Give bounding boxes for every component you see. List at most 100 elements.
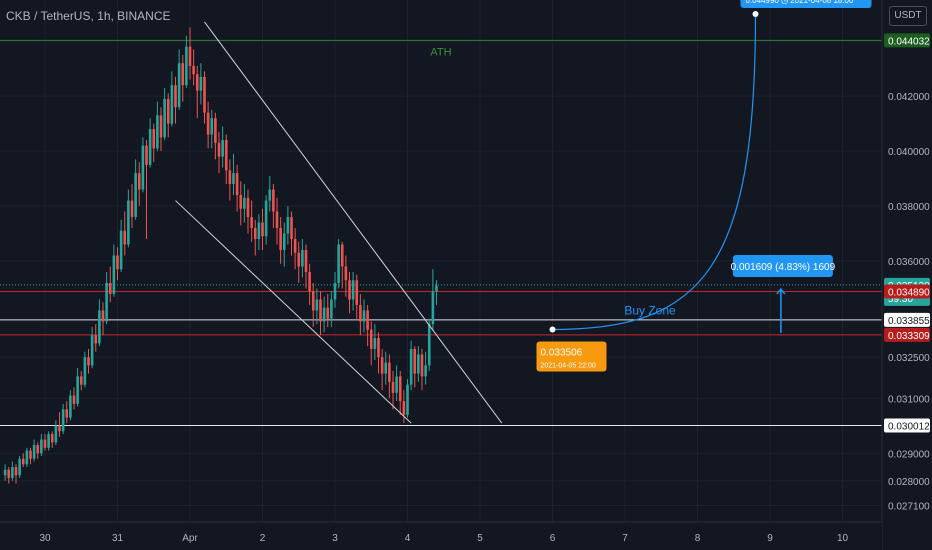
candle-body bbox=[76, 376, 79, 404]
time-tick-label: 31 bbox=[112, 533, 124, 544]
candle-body bbox=[87, 357, 90, 366]
candle-body bbox=[21, 458, 25, 465]
price-tag-box-red bbox=[884, 284, 930, 299]
candle-body bbox=[130, 200, 134, 218]
price-tick-label: 0.031000 bbox=[888, 394, 930, 405]
candle-body bbox=[279, 228, 282, 251]
candle-body bbox=[337, 244, 340, 283]
candle-body bbox=[322, 307, 326, 322]
candle-body bbox=[40, 439, 43, 454]
time-tick-label: 5 bbox=[477, 533, 483, 544]
candle-body bbox=[297, 252, 301, 267]
candle-body bbox=[409, 348, 413, 385]
time-tick-label: 6 bbox=[550, 533, 556, 544]
candle-body bbox=[395, 376, 398, 393]
candle-body bbox=[239, 195, 243, 209]
candle-body bbox=[206, 112, 210, 135]
candle-body bbox=[431, 291, 435, 325]
candle-body bbox=[315, 299, 319, 311]
candle-body bbox=[413, 348, 417, 374]
candle-body bbox=[105, 282, 108, 322]
candle-body bbox=[264, 200, 268, 237]
candle-body bbox=[25, 450, 29, 465]
time-tick-label: 9 bbox=[767, 533, 773, 544]
candle-body bbox=[116, 255, 119, 270]
candle-body bbox=[250, 217, 253, 229]
candlestick-series bbox=[3, 27, 438, 484]
candle-body bbox=[304, 250, 308, 272]
candle-body bbox=[141, 145, 145, 190]
candle-body bbox=[134, 173, 137, 218]
start-label-box bbox=[536, 341, 607, 372]
candle-body bbox=[188, 46, 192, 66]
price-tick-label: 0.028000 bbox=[888, 477, 930, 488]
candle-body bbox=[427, 324, 431, 366]
candle-body bbox=[32, 445, 36, 459]
time-tick-label: Apr bbox=[182, 533, 198, 544]
price-tag-text: 0.030012 bbox=[888, 422, 930, 433]
target-detail-text: 0.044990 ◷ 2021-04-08 18:00 bbox=[746, 0, 855, 5]
candle-body bbox=[253, 228, 257, 240]
candle-body bbox=[119, 230, 123, 270]
candle-body bbox=[195, 74, 199, 91]
candle-body bbox=[366, 310, 369, 330]
candle-body bbox=[90, 335, 94, 366]
candle-body bbox=[243, 197, 246, 209]
candle-body bbox=[373, 337, 377, 349]
candle-body bbox=[108, 282, 112, 294]
candle-body bbox=[246, 197, 250, 218]
range-label-text: 0.001609 (4.83%) 1609 bbox=[731, 262, 836, 273]
candle-body bbox=[54, 425, 58, 443]
candle-body bbox=[406, 384, 409, 415]
candle-body bbox=[112, 255, 116, 294]
candle-body bbox=[210, 118, 214, 135]
candle-body bbox=[308, 271, 311, 292]
candle-body bbox=[199, 76, 203, 91]
candle-body bbox=[156, 115, 159, 149]
candle-body bbox=[402, 401, 406, 415]
candle-body bbox=[380, 357, 384, 374]
candle-body bbox=[384, 362, 388, 374]
candle-body bbox=[79, 376, 83, 385]
candle-body bbox=[36, 445, 40, 454]
currency-badge[interactable]: USDT bbox=[889, 6, 927, 26]
time-tick-label: 2 bbox=[260, 533, 266, 544]
candle-body bbox=[148, 129, 152, 165]
candle-body bbox=[348, 280, 351, 300]
candle-body bbox=[65, 409, 69, 418]
candle-body bbox=[47, 434, 50, 448]
candle-body bbox=[301, 250, 304, 267]
candle-body bbox=[344, 266, 348, 281]
candle-body bbox=[152, 129, 156, 149]
candle-body bbox=[272, 189, 275, 212]
price-tick-label: 0.042000 bbox=[888, 92, 930, 103]
buy-zone-label: Buy Zone bbox=[624, 303, 676, 317]
candle-body bbox=[224, 140, 228, 171]
candle-body bbox=[228, 170, 232, 185]
candle-body bbox=[326, 307, 330, 319]
candle-body bbox=[58, 425, 61, 432]
candle-body bbox=[311, 291, 315, 311]
symbol-title[interactable]: CKB / TetherUS, 1h, BINANCE bbox=[6, 9, 171, 23]
candle-body bbox=[185, 46, 188, 86]
time-axis[interactable]: 30 31 Apr 2 3 4 5 6 7 8 9 10 bbox=[0, 521, 882, 550]
price-axis[interactable]: 0.0440000.0420000.0400000.0380000.036000… bbox=[881, 0, 932, 550]
candle-body bbox=[388, 362, 391, 382]
candle-body bbox=[333, 282, 337, 300]
ath-label: ATH bbox=[430, 46, 451, 58]
candle-body bbox=[170, 85, 174, 124]
target-point-marker bbox=[752, 11, 759, 18]
candle-body bbox=[377, 337, 380, 358]
time-tick-label: 7 bbox=[622, 533, 628, 544]
price-tick-label: 0.029000 bbox=[888, 449, 930, 460]
countdown-text: 59:30 bbox=[888, 294, 913, 305]
candle-body bbox=[137, 173, 141, 190]
candle-body bbox=[69, 395, 72, 418]
candle-body bbox=[50, 434, 54, 443]
candle-body bbox=[192, 65, 195, 75]
candle-body bbox=[127, 200, 130, 245]
trend-line bbox=[175, 200, 412, 424]
price-tag-text: 0.033855 bbox=[888, 316, 930, 327]
